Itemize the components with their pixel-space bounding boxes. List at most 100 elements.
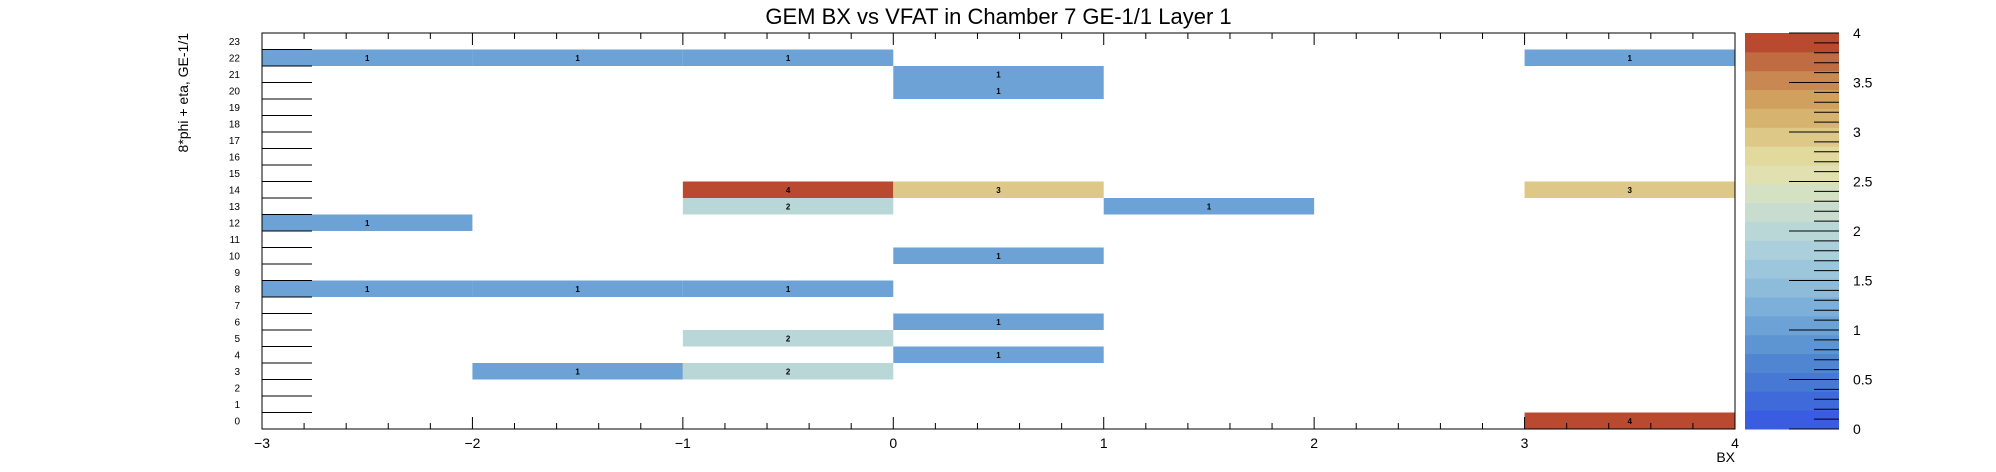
- heatmap-cell: [893, 66, 1104, 83]
- y-tick-label: 19: [229, 103, 241, 114]
- cell-value-label: 3: [996, 186, 1001, 195]
- cell-value-label: 1: [996, 87, 1001, 96]
- palette-swatch: [1745, 391, 1839, 411]
- cell-value-label: 1: [575, 285, 580, 294]
- y-tick-label: 21: [229, 70, 241, 81]
- cell-value-label: 2: [786, 202, 791, 211]
- x-tick-label: 3: [1521, 435, 1529, 451]
- y-tick-label: 0: [234, 416, 240, 427]
- palette-swatch: [1745, 353, 1839, 373]
- cell-value-label: 4: [786, 186, 791, 195]
- y-tick-label: 9: [234, 268, 240, 279]
- y-tick-label: 12: [229, 218, 241, 229]
- cell-value-label: 1: [1628, 54, 1633, 63]
- heatmap-cell: [472, 280, 683, 297]
- heatmap-cell: [262, 214, 473, 231]
- y-tick-label: 20: [229, 86, 241, 97]
- cell-value-label: 1: [996, 318, 1001, 327]
- cell-value-label: 3: [1628, 186, 1633, 195]
- y-tick-label: 16: [229, 152, 241, 163]
- palette-swatch: [1745, 315, 1839, 336]
- palette-tick-label: 0.5: [1853, 372, 1873, 388]
- heatmap-cell: [472, 49, 683, 66]
- heatmap-cell: [1524, 49, 1735, 66]
- cell-value-label: 1: [365, 54, 370, 63]
- y-tick-label: 4: [234, 350, 240, 361]
- palette-swatch: [1745, 146, 1839, 166]
- y-tick-label: 2: [234, 383, 240, 394]
- cell-value-label: 1: [365, 219, 370, 228]
- cell-value-label: 2: [786, 367, 791, 376]
- heatmap-cell: [262, 280, 473, 297]
- y-tick-label: 5: [234, 334, 240, 345]
- x-tick-label: 2: [1310, 435, 1318, 451]
- x-tick-label: 1: [1100, 435, 1108, 451]
- y-axis-title: 8*phi + eta, GE-1/1: [175, 33, 191, 153]
- heatmap-cell: [682, 330, 894, 347]
- heatmap-cell: [893, 247, 1104, 264]
- y-tick-label: 8: [234, 284, 240, 295]
- heatmap-cells: 1 1 1 1 1 1 4 3 3 2 1 1 1 1 1 1 1 2 1 1 2 4: [262, 49, 1735, 429]
- heatmap-cell: [472, 363, 683, 380]
- x-tick-label: −2: [464, 435, 480, 451]
- heatmap-cell: [1524, 181, 1735, 198]
- palette-tick-label: 0: [1853, 421, 1861, 437]
- palette-tick-label: 1.5: [1853, 273, 1873, 289]
- cell-value-label: 1: [1207, 202, 1212, 211]
- cell-value-label: 1: [996, 351, 1001, 360]
- heatmap-cell: [682, 181, 894, 198]
- heatmap-cell: [682, 363, 894, 380]
- y-tick-label: 11: [230, 235, 241, 246]
- palette-tick-label: 3: [1853, 124, 1861, 140]
- palette-tick-label: 4: [1853, 25, 1861, 41]
- palette-swatch: [1745, 33, 1839, 53]
- palette-tick-label: 2: [1853, 223, 1861, 239]
- cell-value-label: 1: [996, 252, 1001, 261]
- heatmap-cell: [1524, 412, 1735, 429]
- heatmap-cell: [893, 313, 1104, 330]
- palette-swatch: [1745, 202, 1839, 223]
- y-tick-label: 7: [234, 301, 240, 312]
- palette-swatch: [1745, 278, 1839, 298]
- heatmap-cell: [682, 49, 894, 66]
- x-tick-label: −1: [675, 435, 691, 451]
- palette-swatch: [1745, 108, 1839, 128]
- cell-value-label: 1: [575, 54, 580, 63]
- palette-swatch: [1745, 127, 1839, 147]
- chart-title: GEM BX vs VFAT in Chamber 7 GE-1/1 Layer…: [765, 4, 1231, 29]
- cell-value-label: 1: [786, 285, 791, 294]
- heatmap-cell: [262, 49, 473, 66]
- palette-tick-label: 1: [1853, 322, 1861, 338]
- color-palette: 0 0.5 1 1.5 2 2.5 3 3.5 4: [1745, 25, 1873, 437]
- heatmap-cell: [1103, 198, 1315, 215]
- y-tick-label: 23: [229, 37, 241, 48]
- palette-swatch: [1745, 372, 1839, 392]
- heatmap-cell: [893, 181, 1104, 198]
- heatmap-cell: [893, 346, 1104, 363]
- heatmap-cell: [682, 280, 894, 297]
- palette-swatch: [1745, 51, 1839, 72]
- cell-value-label: 4: [1628, 417, 1633, 426]
- heatmap-cell: [893, 82, 1104, 99]
- palette-swatch: [1745, 297, 1839, 317]
- plot-frame: [261, 32, 1736, 430]
- palette-swatch: [1745, 165, 1839, 185]
- x-axis-title: BX: [1716, 449, 1735, 465]
- y-tick-label: 10: [229, 251, 241, 262]
- x-tick-label: 0: [889, 435, 897, 451]
- y-tick-label: 13: [229, 202, 241, 213]
- y-tick-label: 6: [234, 317, 240, 328]
- axis-ticks: −3 −2 −1 0 1 2 3 401234567891011121314151617181…: [229, 33, 1739, 451]
- cell-value-label: 1: [786, 54, 791, 63]
- x-tick-label: 4: [1731, 435, 1739, 451]
- cell-value-label: 1: [575, 367, 580, 376]
- cell-value-label: 1: [365, 285, 370, 294]
- palette-swatch: [1745, 334, 1839, 355]
- palette-tick-label: 3.5: [1853, 75, 1873, 91]
- palette-swatch: [1745, 70, 1839, 91]
- cell-value-label: 2: [786, 334, 791, 343]
- y-tick-label: 15: [229, 169, 241, 180]
- y-tick-label: 3: [234, 367, 240, 378]
- y-tick-label: 17: [229, 136, 241, 147]
